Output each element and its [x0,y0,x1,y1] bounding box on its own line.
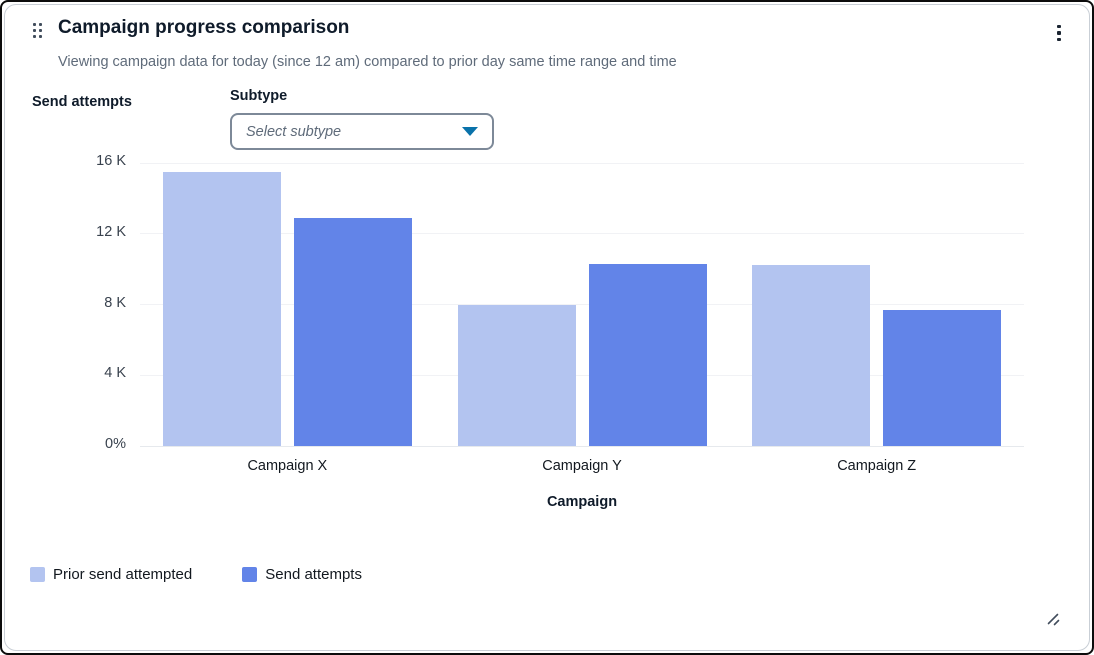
y-axis-tick-label: 12 K [96,223,126,240]
bar-group-campaign-z [729,163,1024,446]
chevron-down-icon [462,127,478,136]
gridline [140,445,1024,447]
x-axis-tick-label: Campaign Z [837,458,917,474]
chart-legend: Prior send attempted Send attempts [30,566,362,583]
bar[interactable] [883,309,1002,446]
y-axis-tick-label: 8 K [104,294,126,311]
y-axis-title: Send attempts [32,94,132,110]
gridline [140,374,1024,376]
subtype-label: Subtype [230,88,288,104]
legend-item[interactable]: Send attempts [242,566,362,583]
x-axis-tick-label: Campaign X [247,458,328,474]
bar[interactable] [457,304,576,446]
gridline [140,304,1024,305]
subtype-dropdown[interactable]: Select subtype [230,113,494,150]
legend-label: Send attempts [265,566,362,583]
bar[interactable] [588,263,707,446]
widget-title: Campaign progress comparison [58,17,350,38]
widget-subtitle: Viewing campaign data for today (since 1… [58,54,677,70]
gridline [140,233,1024,235]
drag-handle-icon[interactable] [33,23,43,39]
x-axis-tick-labels: Campaign X Campaign Y Campaign Z [140,458,1024,474]
bar[interactable] [162,171,281,446]
legend-swatch [242,567,258,582]
bar-groups [140,163,1024,446]
gridline [140,162,1024,164]
x-axis-title: Campaign [546,494,618,510]
x-axis-tick-label: Campaign Y [542,458,622,474]
bar-group-campaign-y [435,163,730,446]
bar-group-campaign-x [140,163,435,446]
legend-item[interactable]: Prior send attempted [30,566,192,583]
legend-label: Prior send attempted [53,566,193,583]
plot-area: 16 K 12 K 8 K 4 K 0% [96,153,1024,452]
bar[interactable] [752,264,871,446]
legend-swatch [30,567,45,582]
subtype-placeholder: Select subtype [246,123,342,140]
kebab-menu-icon[interactable] [1046,18,1072,48]
resize-handle-icon[interactable] [1042,608,1064,630]
y-axis-tick-label: 16 K [96,153,126,169]
y-axis-tick-label: 4 K [104,365,126,382]
bar[interactable] [293,217,412,446]
y-axis-tick-label: 0% [105,436,126,452]
